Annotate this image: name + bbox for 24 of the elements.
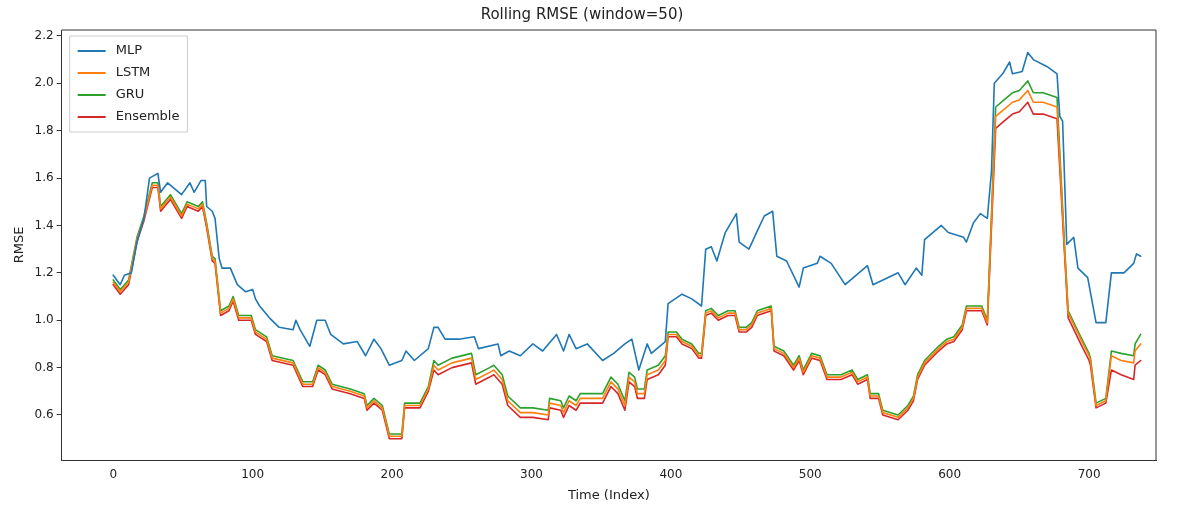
x-tick-label: 300 — [520, 467, 543, 482]
chart-title: Rolling RMSE (window=50) — [480, 4, 684, 23]
y-tick-label: 1.6 — [34, 170, 54, 185]
y-tick-label: 1.8 — [34, 122, 54, 137]
y-tick-label: 0.8 — [34, 359, 54, 374]
x-tick-label: 700 — [1077, 467, 1101, 482]
x-tick-label: 500 — [798, 467, 822, 482]
y-tick-label: 2.2 — [34, 28, 54, 43]
legend-label: Ensemble — [115, 108, 180, 124]
x-tick-label: 0 — [109, 467, 118, 482]
y-axis-title: RMSE — [11, 226, 27, 264]
x-tick-label: 100 — [241, 467, 265, 482]
y-tick-label: 2.0 — [34, 75, 54, 90]
legend-label: GRU — [115, 86, 145, 102]
x-tick-label: 200 — [380, 467, 404, 482]
y-tick-label: 1.2 — [34, 264, 54, 279]
y-tick-label: 0.6 — [34, 407, 54, 422]
legend-label: LSTM — [115, 64, 151, 80]
y-tick-label: 1.0 — [34, 312, 54, 327]
x-tick-label: 400 — [659, 467, 683, 482]
x-axis-title: Time (Index) — [566, 486, 650, 502]
legend-label: MLP — [115, 42, 143, 58]
y-tick-label: 1.4 — [34, 217, 54, 232]
x-tick-label: 600 — [938, 467, 962, 482]
